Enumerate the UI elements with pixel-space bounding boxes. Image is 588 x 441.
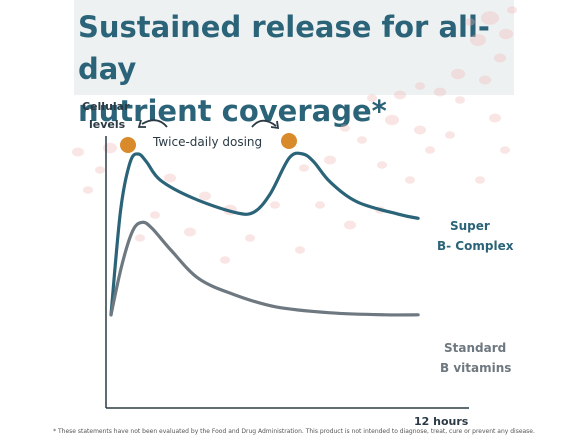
legend-super: Super B- Complex bbox=[437, 219, 514, 253]
blood-cell-shape bbox=[150, 211, 160, 219]
blood-cell-shape bbox=[499, 28, 513, 40]
blood-cell-shape bbox=[465, 18, 475, 26]
y-axis-label-line-1: Cellular bbox=[82, 100, 130, 113]
blood-cell-shape bbox=[357, 136, 367, 144]
blood-cell-shape bbox=[72, 147, 84, 157]
header-band bbox=[74, 0, 514, 95]
dosing-annotation: Twice-daily dosing bbox=[120, 119, 297, 153]
blood-cell-shape bbox=[475, 176, 485, 184]
blood-cell-shape bbox=[434, 87, 446, 97]
blood-cell-shape bbox=[405, 176, 415, 184]
blood-cell-shape bbox=[394, 90, 406, 100]
legend-standard: Standard B vitamins bbox=[440, 341, 511, 375]
blood-cell-shape bbox=[295, 246, 305, 254]
blood-cell-shape bbox=[367, 94, 377, 102]
x-axis-label: 12 hours bbox=[414, 415, 469, 428]
blood-cell-shape bbox=[445, 131, 455, 139]
series-line-super-b-complex bbox=[109, 151, 420, 317]
curved-arrow-icon bbox=[270, 120, 280, 130]
blood-cell-shape bbox=[377, 161, 387, 169]
tablet-icon bbox=[120, 137, 136, 153]
blood-cell-shape bbox=[489, 113, 501, 123]
blood-cell-shape bbox=[470, 34, 486, 46]
blood-cell-shape bbox=[164, 173, 176, 183]
blood-cell-shape bbox=[500, 146, 510, 154]
blood-cell-shape bbox=[245, 234, 255, 242]
curved-arrow-icon bbox=[137, 119, 146, 128]
blood-cell-shape bbox=[415, 82, 425, 90]
series-label-super-line-2: B- Complex bbox=[437, 239, 514, 253]
title-line-1: Sustained release for all-day bbox=[78, 10, 490, 86]
curved-arrow-icon bbox=[141, 119, 168, 128]
blood-cell-shape bbox=[414, 125, 426, 135]
blood-cell-shape bbox=[184, 227, 196, 237]
blood-cell-shape bbox=[220, 256, 230, 264]
blood-cell-shape bbox=[451, 68, 465, 80]
blood-cell-shape bbox=[455, 96, 465, 104]
y-axis-label: Cellular levels bbox=[82, 100, 130, 131]
blood-cell-shape bbox=[494, 53, 506, 63]
blood-cell-shape bbox=[344, 220, 356, 230]
blood-cell-shape bbox=[507, 6, 517, 14]
footnote: * These statements have not been evaluat… bbox=[53, 428, 535, 435]
series-line-standard-b-vitamins bbox=[109, 220, 420, 317]
title-line-2: nutrient coverage* bbox=[78, 94, 387, 128]
blood-cell-shape bbox=[324, 155, 336, 165]
blood-cell-shape bbox=[199, 191, 211, 201]
curved-arrow-icon bbox=[251, 119, 277, 128]
blood-cell-shape bbox=[83, 186, 93, 194]
blood-cells-background bbox=[72, 6, 517, 264]
blood-cell-shape bbox=[385, 114, 399, 126]
blood-cell-shape bbox=[315, 201, 325, 209]
blood-cell-shape bbox=[481, 11, 499, 25]
series-label-super-line-1: Super bbox=[450, 219, 490, 233]
blood-cell-shape bbox=[95, 166, 105, 174]
blood-cell-shape bbox=[425, 146, 435, 154]
series-label-standard-line-1: Standard bbox=[444, 341, 506, 355]
blood-cell-shape bbox=[270, 201, 280, 209]
blood-cell-shape bbox=[479, 75, 491, 85]
blood-cell-shape bbox=[299, 164, 309, 172]
dosing-annotation-text: Twice-daily dosing bbox=[152, 135, 262, 149]
series-label-standard-line-2: B vitamins bbox=[440, 361, 511, 375]
page-title: Sustained release for all-day nutrient c… bbox=[78, 6, 518, 132]
y-axis-label-line-2: levels bbox=[89, 118, 126, 131]
blood-cell-shape bbox=[340, 124, 350, 132]
blood-cell-shape bbox=[135, 234, 145, 242]
tablet-icon bbox=[281, 133, 297, 149]
blood-cell-shape bbox=[103, 142, 117, 154]
